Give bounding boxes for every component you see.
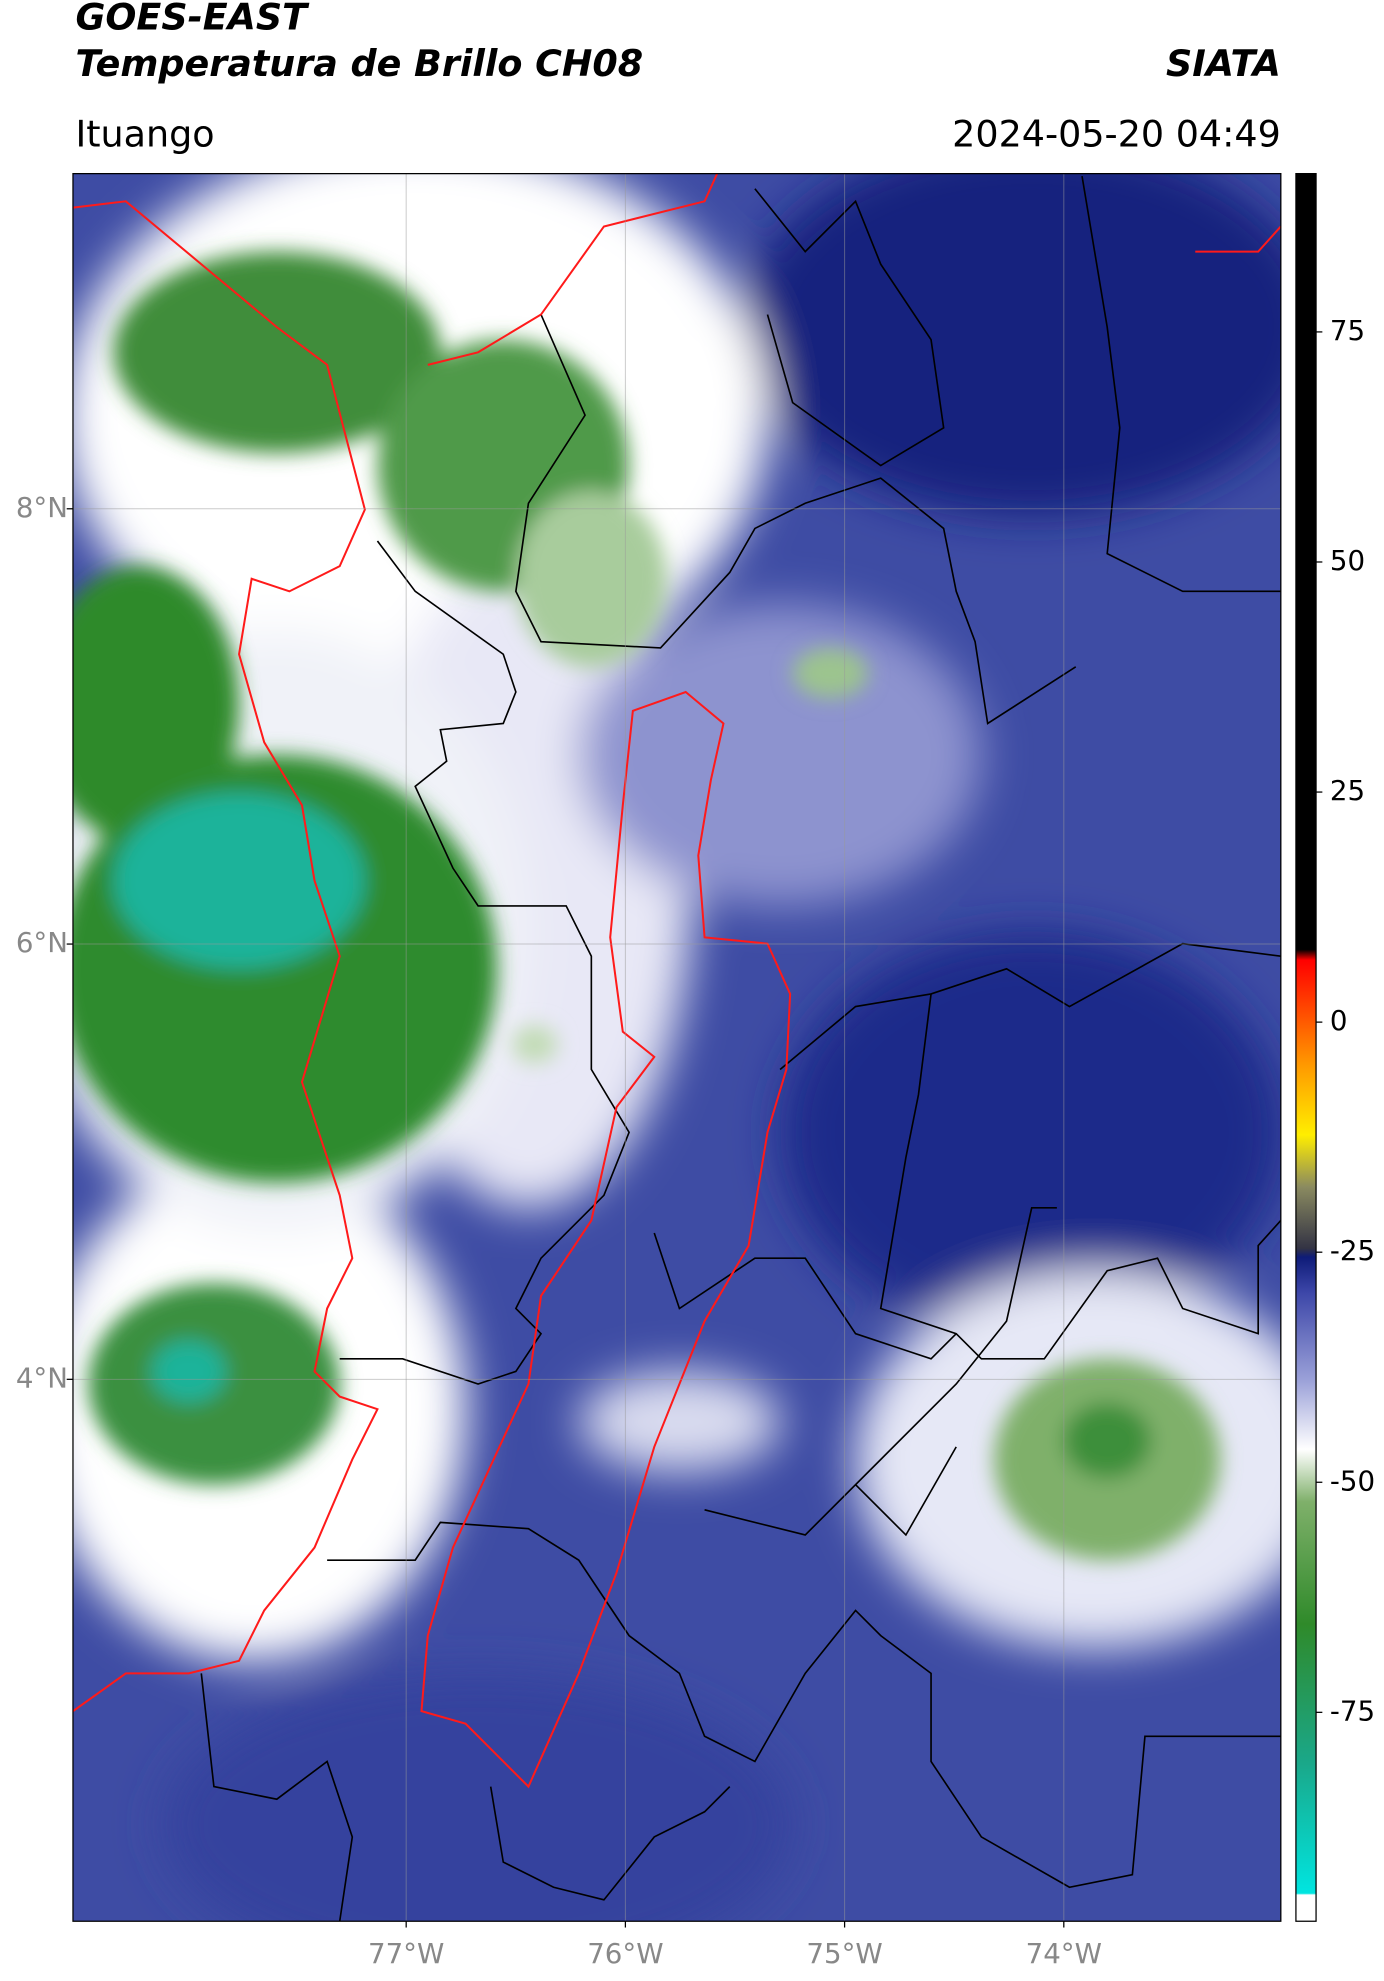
y-tick-label: 6°N	[16, 926, 68, 959]
x-tick-label: 75°W	[806, 1937, 882, 1970]
colorbar-tick-label: 25	[1330, 774, 1365, 807]
y-tick-label: 8°N	[16, 491, 68, 524]
colorbar-tick-label: 0	[1330, 1004, 1348, 1037]
colorbar	[1295, 172, 1317, 1922]
map-frame	[72, 172, 1282, 1922]
x-tick-label: 74°W	[1026, 1937, 1102, 1970]
region: Ituango	[75, 112, 214, 155]
satellite-image	[72, 173, 1281, 1922]
colorbar-tick-label: -50	[1330, 1464, 1375, 1497]
colorbar-tick-label: -25	[1330, 1234, 1375, 1267]
x-tick-label: 76°W	[587, 1937, 663, 1970]
colorbar-tick-label: 75	[1330, 314, 1365, 347]
title: GOES-EAST	[75, 0, 310, 38]
organization: SIATA	[1166, 42, 1281, 85]
datetime: 2024-05-20 04:49	[952, 112, 1281, 155]
y-tick-label: 4°N	[16, 1361, 68, 1394]
x-tick-label: 77°W	[368, 1937, 444, 1970]
colorbar-tick-label: 50	[1330, 544, 1365, 577]
subtitle: Temperatura de Brillo CH08	[75, 42, 643, 85]
grid	[72, 173, 1281, 1922]
colorbar-tick-label: -75	[1330, 1694, 1375, 1727]
